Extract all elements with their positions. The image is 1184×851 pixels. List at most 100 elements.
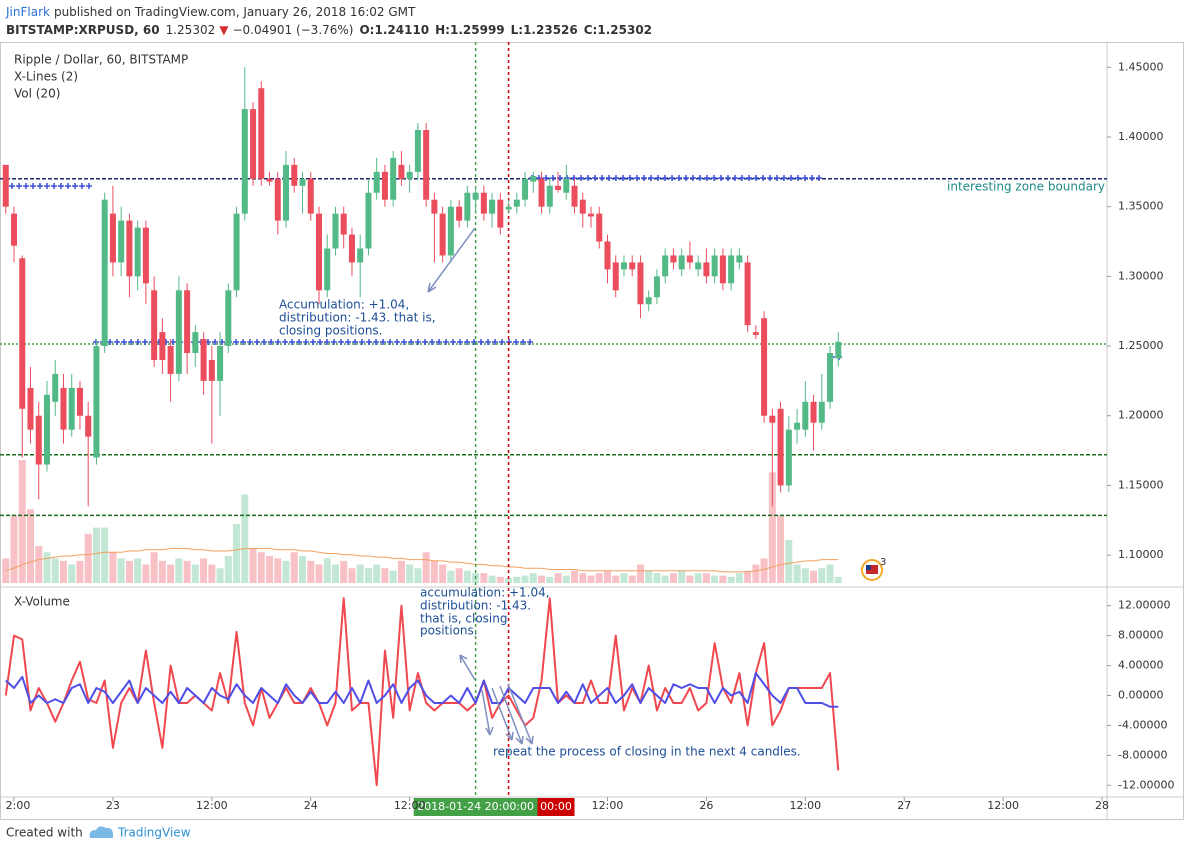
x-line-marker — [718, 175, 724, 181]
candle-body — [431, 199, 438, 214]
x-line-marker — [634, 175, 640, 181]
volume-bar — [348, 568, 356, 583]
note-line: distribution: -1.43. that is, — [279, 311, 436, 325]
volume-bar — [175, 558, 183, 583]
volume-bar — [752, 564, 760, 583]
candle-body — [480, 192, 487, 214]
candle-body — [538, 178, 545, 207]
candle-body — [93, 346, 100, 458]
volume-bar — [364, 568, 372, 583]
volume-bar — [768, 472, 776, 583]
x-line-marker — [387, 339, 393, 345]
volume-bar — [463, 570, 471, 583]
candle-body — [695, 262, 702, 270]
x-line-marker — [268, 339, 274, 345]
y2-tick-label: -4.00000 — [1118, 718, 1167, 731]
candle-body — [464, 192, 471, 221]
x-tick-label: 12:00 — [592, 799, 624, 812]
x-line-marker — [429, 339, 435, 345]
candle-body — [373, 171, 380, 193]
volume-bar — [340, 560, 348, 583]
header-line: JinFlark published on TradingView.com, Ja… — [5, 5, 416, 19]
x-line-marker — [478, 339, 484, 345]
x-line-marker — [599, 175, 605, 181]
event-icon[interactable]: 3 — [861, 557, 886, 581]
candle-body — [348, 234, 355, 263]
candle-body — [151, 290, 158, 360]
x-line-marker — [338, 339, 344, 345]
arrows — [427, 227, 534, 745]
zone-label: interesting zone boundary — [947, 180, 1105, 194]
candle-body — [332, 213, 339, 249]
candle-body — [52, 373, 59, 402]
note-line: that is, closing — [420, 612, 507, 626]
x-line-marker — [809, 175, 815, 181]
volume-bar — [538, 575, 546, 583]
x-line-marker — [585, 175, 591, 181]
candle-body — [307, 178, 314, 214]
volume-bar — [249, 548, 257, 583]
candle-body — [233, 213, 240, 291]
volume-bar — [356, 564, 364, 583]
candle-body — [35, 415, 42, 465]
footer-brand[interactable]: TradingView — [117, 826, 191, 840]
volume-bar — [571, 570, 579, 583]
candle-body — [785, 429, 792, 486]
x-line-marker — [415, 339, 421, 345]
volume-bar — [109, 552, 117, 583]
candle-body — [546, 185, 553, 207]
x-line-marker — [366, 339, 372, 345]
candle-body — [794, 422, 801, 430]
candle-body — [522, 178, 529, 200]
author[interactable]: JinFlark — [5, 5, 50, 19]
x-line-marker — [44, 183, 50, 189]
volume-bar — [233, 523, 241, 583]
x-line-marker — [543, 175, 549, 181]
candle-body — [604, 241, 611, 270]
candle-body — [439, 213, 446, 256]
candle-body — [513, 199, 520, 207]
candle-body — [340, 213, 347, 235]
volume-bar — [686, 575, 694, 583]
volume-bar — [150, 552, 158, 583]
x-line-marker — [655, 175, 661, 181]
candle-body — [414, 130, 421, 172]
x-line-marker — [436, 339, 442, 345]
x-line-marker — [550, 175, 556, 181]
candle-body — [612, 262, 619, 291]
x-line-marker — [79, 183, 85, 189]
candle-body — [423, 130, 430, 200]
volume-bar — [76, 560, 84, 583]
candle-body — [637, 262, 644, 305]
x-line-marker — [613, 175, 619, 181]
x-line-marker — [310, 339, 316, 345]
candle-body — [579, 199, 586, 214]
y2-tick-label: 4.00000 — [1118, 659, 1164, 672]
x-line-marker — [788, 175, 794, 181]
candle-body — [711, 255, 718, 277]
note-line: closing positions. — [279, 324, 383, 338]
x-line-marker — [72, 183, 78, 189]
arrow — [459, 654, 476, 681]
volume-bar — [826, 564, 834, 583]
candle-body — [76, 387, 83, 416]
x-line-marker — [9, 183, 15, 189]
volume-bar — [636, 564, 644, 583]
volume-bar — [793, 564, 801, 583]
candle-body — [744, 262, 751, 326]
x-line-marker — [30, 183, 36, 189]
volume-bar — [513, 576, 521, 583]
volume-bar — [381, 568, 389, 583]
volume-bar — [183, 560, 191, 583]
candle-body — [101, 199, 108, 347]
logo — [89, 826, 114, 838]
candle-body — [192, 332, 199, 354]
volume-bar — [455, 568, 463, 583]
y2-tick-label: 0.00000 — [1118, 688, 1164, 701]
x-line-marker — [401, 339, 407, 345]
y-tick-label: 1.40000 — [1118, 130, 1164, 143]
candle-body — [85, 415, 92, 437]
volume-bar — [653, 573, 661, 583]
candle-body — [497, 199, 504, 228]
candle-body — [530, 176, 537, 182]
